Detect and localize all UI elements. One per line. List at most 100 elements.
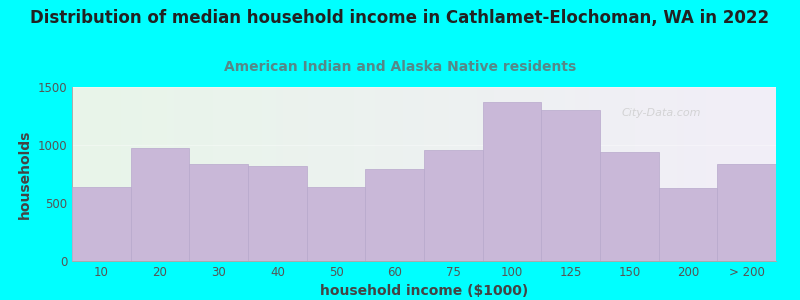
Bar [512,87,515,261]
Bar [357,87,361,261]
Bar [530,87,533,261]
Bar [198,87,202,261]
Bar [572,87,575,261]
Bar [579,87,582,261]
Bar [241,87,245,261]
Bar [533,87,537,261]
Bar [185,87,188,261]
Bar [487,87,491,261]
Bar [562,87,565,261]
Bar [709,87,713,261]
Bar [744,87,748,261]
Bar [283,87,286,261]
Bar [741,87,744,261]
Bar [716,87,720,261]
Bar [75,87,79,261]
Bar [738,87,741,261]
Y-axis label: households: households [18,129,32,219]
Bar [491,87,494,261]
Bar [462,87,466,261]
Bar [132,87,135,261]
Bar [104,87,107,261]
Bar [213,87,216,261]
Bar [470,87,474,261]
Bar [667,87,670,261]
Bar [399,87,403,261]
Bar [262,87,266,261]
Bar [97,87,100,261]
Bar [301,87,304,261]
Text: Distribution of median household income in Cathlamet-Elochoman, WA in 2022: Distribution of median household income … [30,9,770,27]
Bar [650,87,653,261]
Bar [329,87,333,261]
Bar [466,87,470,261]
Bar [364,87,368,261]
Bar [354,87,357,261]
Bar [642,87,646,261]
Bar [632,87,635,261]
Bar [403,87,406,261]
Bar [519,87,522,261]
Bar [90,87,93,261]
Bar [477,87,480,261]
Bar [695,87,698,261]
Bar [590,87,593,261]
Bar [494,87,498,261]
Bar [396,87,399,261]
Bar [600,152,658,261]
Bar [163,87,167,261]
Bar [266,87,269,261]
Bar [350,87,354,261]
Bar [93,87,97,261]
Bar [442,87,445,261]
Bar [188,87,192,261]
Text: American Indian and Alaska Native residents: American Indian and Alaska Native reside… [224,60,576,74]
Bar [456,87,459,261]
Bar [128,87,132,261]
Bar [130,148,190,261]
Bar [273,87,276,261]
Bar [294,87,298,261]
Bar [597,87,600,261]
Bar [610,87,614,261]
Bar [202,87,206,261]
Bar [482,102,542,261]
Bar [378,87,382,261]
Bar [368,87,371,261]
Bar [558,87,562,261]
Bar [593,87,597,261]
Bar [540,87,544,261]
Bar [318,87,322,261]
Bar [653,87,656,261]
Bar [670,87,674,261]
Bar [389,87,392,261]
Bar [142,87,146,261]
Bar [178,87,181,261]
Bar [255,87,258,261]
Bar [146,87,150,261]
Bar [542,110,600,261]
Bar [234,87,238,261]
Bar [248,166,306,261]
Bar [251,87,255,261]
Bar [424,87,427,261]
Bar [269,87,273,261]
Bar [382,87,386,261]
Bar [160,87,163,261]
Bar [537,87,540,261]
Bar [445,87,449,261]
Bar [773,87,776,261]
Bar [306,187,366,261]
Bar [153,87,157,261]
Bar [621,87,625,261]
Bar [366,169,424,261]
Bar [685,87,688,261]
Bar [118,87,122,261]
Bar [167,87,170,261]
Bar [245,87,248,261]
Bar [638,87,642,261]
Bar [392,87,396,261]
Bar [607,87,610,261]
Bar [568,87,572,261]
Bar [414,87,417,261]
